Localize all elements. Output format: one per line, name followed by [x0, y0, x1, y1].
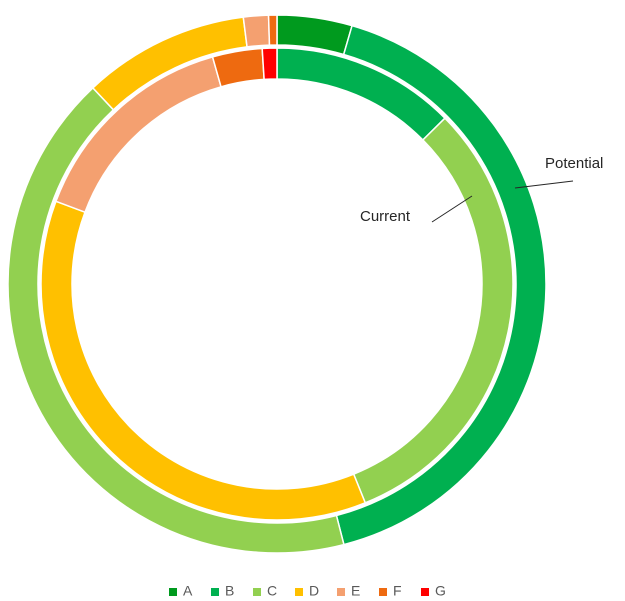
legend-label: B: [225, 583, 234, 599]
ring-segment: [211, 47, 265, 88]
series-label: Current: [360, 208, 411, 225]
legend-swatch: [169, 588, 177, 596]
legend-swatch: [211, 588, 219, 596]
legend-label: D: [309, 583, 319, 599]
legend-label: F: [393, 583, 402, 599]
legend: A B C D E F G: [169, 583, 446, 599]
ring-segment: [267, 14, 278, 46]
annotation-line: [514, 180, 574, 189]
legend-swatch: [421, 588, 429, 596]
legend-swatch: [253, 588, 261, 596]
legend-label: G: [435, 583, 446, 599]
legend-label: E: [351, 583, 360, 599]
legend-label: C: [267, 583, 277, 599]
ring-segment: [242, 14, 271, 48]
annotation-line: [431, 195, 473, 223]
legend-swatch: [379, 588, 387, 596]
ring-segment: [335, 24, 547, 546]
ring-segment: [261, 47, 278, 81]
rings: [7, 14, 547, 554]
legend-label: A: [183, 583, 193, 599]
legend-swatch: [295, 588, 303, 596]
series-label: Potential: [545, 155, 603, 172]
legend-swatch: [337, 588, 345, 596]
